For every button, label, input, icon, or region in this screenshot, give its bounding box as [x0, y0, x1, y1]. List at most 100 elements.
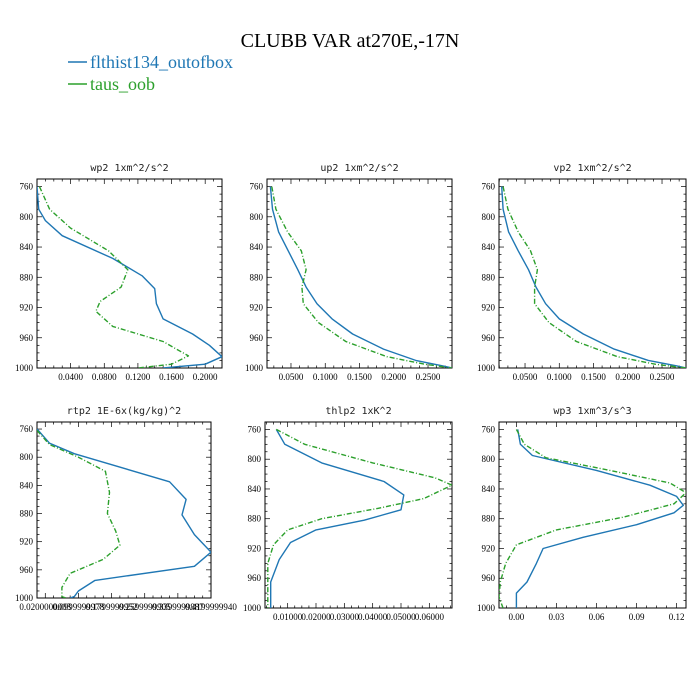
panel-4-xtick-label: 0.2599999905	[119, 602, 171, 612]
panel-6-xtick-label: 0.06	[589, 612, 605, 622]
panel-5-series-1-line	[270, 429, 405, 608]
panel-6-title: wp3 1xm^3/s^3	[553, 406, 631, 417]
panel-2-ytick-label: 840	[250, 242, 264, 252]
panel-4: rtp2 1E-6x(kg/kg)^2 760 800 840 880 920 960 100…	[15, 406, 237, 612]
panel-5: thlp2 1xK^2 760 800 840 880 920 960 1000 0.01000…	[243, 406, 453, 622]
panel-1-ytick-label: 1000	[15, 363, 34, 373]
panel-2-ytick-label: 1000	[245, 363, 264, 373]
panel-6-ytick-label: 880	[482, 514, 496, 524]
panel-4-series-2-line	[37, 429, 121, 598]
panel-6: wp3 1xm^3/s^3 760 800 840 880 920 960 1000 0.00 0…	[477, 406, 687, 622]
panel-3-ytick-label: 880	[482, 272, 496, 282]
panel-4-ytick-label: 840	[20, 480, 34, 490]
panel-5-ytick-label: 920	[248, 543, 262, 553]
legend: flthist134_outofbox taus_oob	[68, 52, 233, 94]
panel-2-ytick-label: 880	[250, 272, 264, 282]
panel-3-xtick-label: 0.2500	[650, 372, 675, 382]
panel-1-xtick-label: 0.0400	[58, 372, 83, 382]
panel-4-series-1-line	[37, 428, 211, 598]
panel-grid: wp2 1xm^2/s^2 760 800 840 880 920 960 1000 0.040…	[15, 163, 687, 622]
panel-6-xtick-label: 0.00	[508, 612, 524, 622]
panel-2-xtick-label: 0.2000	[381, 372, 406, 382]
panel-4-ytick-label: 1000	[15, 593, 34, 603]
panel-3-ytick-label: 840	[482, 242, 496, 252]
panel-5-frame	[264, 421, 453, 609]
panel-4-xtick-label: 0.3399999887	[152, 602, 204, 612]
panel-3-frame	[498, 178, 687, 369]
panel-6-ytick-label: 960	[482, 573, 496, 583]
panel-5-ytick-label: 960	[248, 573, 262, 583]
panel-1-xtick-label: 0.1200	[126, 372, 151, 382]
panel-2-ytick-label: 800	[250, 212, 264, 222]
legend-label-series-1: flthist134_outofbox	[90, 52, 233, 72]
panel-1-ytick-label: 880	[20, 272, 34, 282]
panel-1-frame	[36, 178, 223, 369]
panel-6-ytick-label: 1000	[477, 603, 496, 613]
panel-6-frame	[498, 421, 687, 609]
panel-5-series-2-line	[267, 428, 452, 608]
panel-1-ytick-label: 840	[20, 242, 34, 252]
panel-1-ytick-label: 960	[20, 333, 34, 343]
panel-3-series-2-line	[502, 186, 686, 368]
panel-4-xtick-label: 0.0200000003	[19, 602, 71, 612]
panel-3-series-1-line	[501, 186, 686, 368]
panel-5-xtick-label: 0.03000	[330, 612, 360, 622]
panel-5-ytick-label: 840	[248, 484, 262, 494]
legend-label-series-2: taus_oob	[90, 74, 155, 94]
panel-5-xtick-label: 0.01000	[273, 612, 303, 622]
panel-3-xtick-label: 0.2000	[615, 372, 640, 382]
panel-3-xtick-label: 0.1000	[547, 372, 572, 382]
panel-2-series-1-line	[269, 186, 452, 368]
panel-1: wp2 1xm^2/s^2 760 800 840 880 920 960 1000 0.040…	[15, 163, 223, 382]
panel-2-frame	[266, 178, 453, 369]
panel-3: vp2 1xm^2/s^2 760 800 840 880 920 960 1000 0.050…	[477, 163, 687, 382]
panel-3-ytick-label: 760	[482, 182, 496, 192]
panel-1-ytick-label: 760	[20, 182, 34, 192]
panel-4-ytick-label: 760	[20, 424, 34, 434]
panel-4-xtick-label: 0.1799999952	[86, 602, 138, 612]
panel-5-ytick-label: 880	[248, 514, 262, 524]
panel-2-series-2-line	[271, 186, 452, 368]
panel-4-xtick-label: 0.4199999940	[185, 602, 237, 612]
panel-3-xtick-label: 0.1500	[581, 372, 606, 382]
panel-1-xtick-label: 0.1600	[159, 372, 184, 382]
panel-1-series-2-line	[38, 186, 190, 368]
panel-2-ytick-label: 920	[250, 303, 264, 313]
panel-6-ytick-label: 760	[482, 424, 496, 434]
panel-2-xtick-label: 0.1000	[313, 372, 338, 382]
panel-1-xtick-label: 0.0800	[92, 372, 117, 382]
panel-4-title: rtp2 1E-6x(kg/kg)^2	[67, 406, 181, 417]
panel-6-ytick-label: 800	[482, 454, 496, 464]
panel-6-ytick-label: 920	[482, 543, 496, 553]
panel-2-xtick-label: 0.2500	[416, 372, 441, 382]
panel-3-ytick-label: 920	[482, 303, 496, 313]
panel-4-ytick-label: 920	[20, 537, 34, 547]
panel-5-xtick-label: 0.05000	[386, 612, 416, 622]
panel-6-ytick-label: 840	[482, 484, 496, 494]
panel-3-ytick-label: 800	[482, 212, 496, 222]
panel-4-ytick-label: 800	[20, 452, 34, 462]
panel-5-ytick-label: 760	[248, 424, 262, 434]
panel-6-xtick-label: 0.09	[629, 612, 645, 622]
panel-1-xtick-label: 0.2000	[193, 372, 218, 382]
panel-4-frame	[36, 421, 212, 599]
panel-5-title: thlp2 1xK^2	[325, 406, 391, 417]
panel-4-ytick-label: 960	[20, 565, 34, 575]
panel-6-xtick-label: 0.12	[669, 612, 685, 622]
panel-2-xtick-label: 0.0500	[279, 372, 304, 382]
panel-6-series-2-line	[499, 429, 686, 608]
panel-1-title: wp2 1xm^2/s^2	[90, 163, 168, 174]
panel-4-ytick-label: 880	[20, 509, 34, 519]
panel-6-xtick-label: 0.03	[549, 612, 565, 622]
figure-title: CLUBB VAR at270E,-17N	[241, 30, 460, 52]
panel-5-ytick-label: 800	[248, 454, 262, 464]
panel-5-ytick-label: 1000	[243, 603, 262, 613]
panel-3-ytick-label: 1000	[477, 363, 496, 373]
panel-3-title: vp2 1xm^2/s^2	[553, 163, 631, 174]
panel-2: up2 1xm^2/s^2 760 800 840 880 920 960 1000 0.050…	[245, 163, 453, 382]
panel-1-ytick-label: 800	[20, 212, 34, 222]
panel-5-xtick-label: 0.02000	[301, 612, 331, 622]
panel-2-ytick-label: 760	[250, 182, 264, 192]
panel-2-title: up2 1xm^2/s^2	[320, 163, 398, 174]
